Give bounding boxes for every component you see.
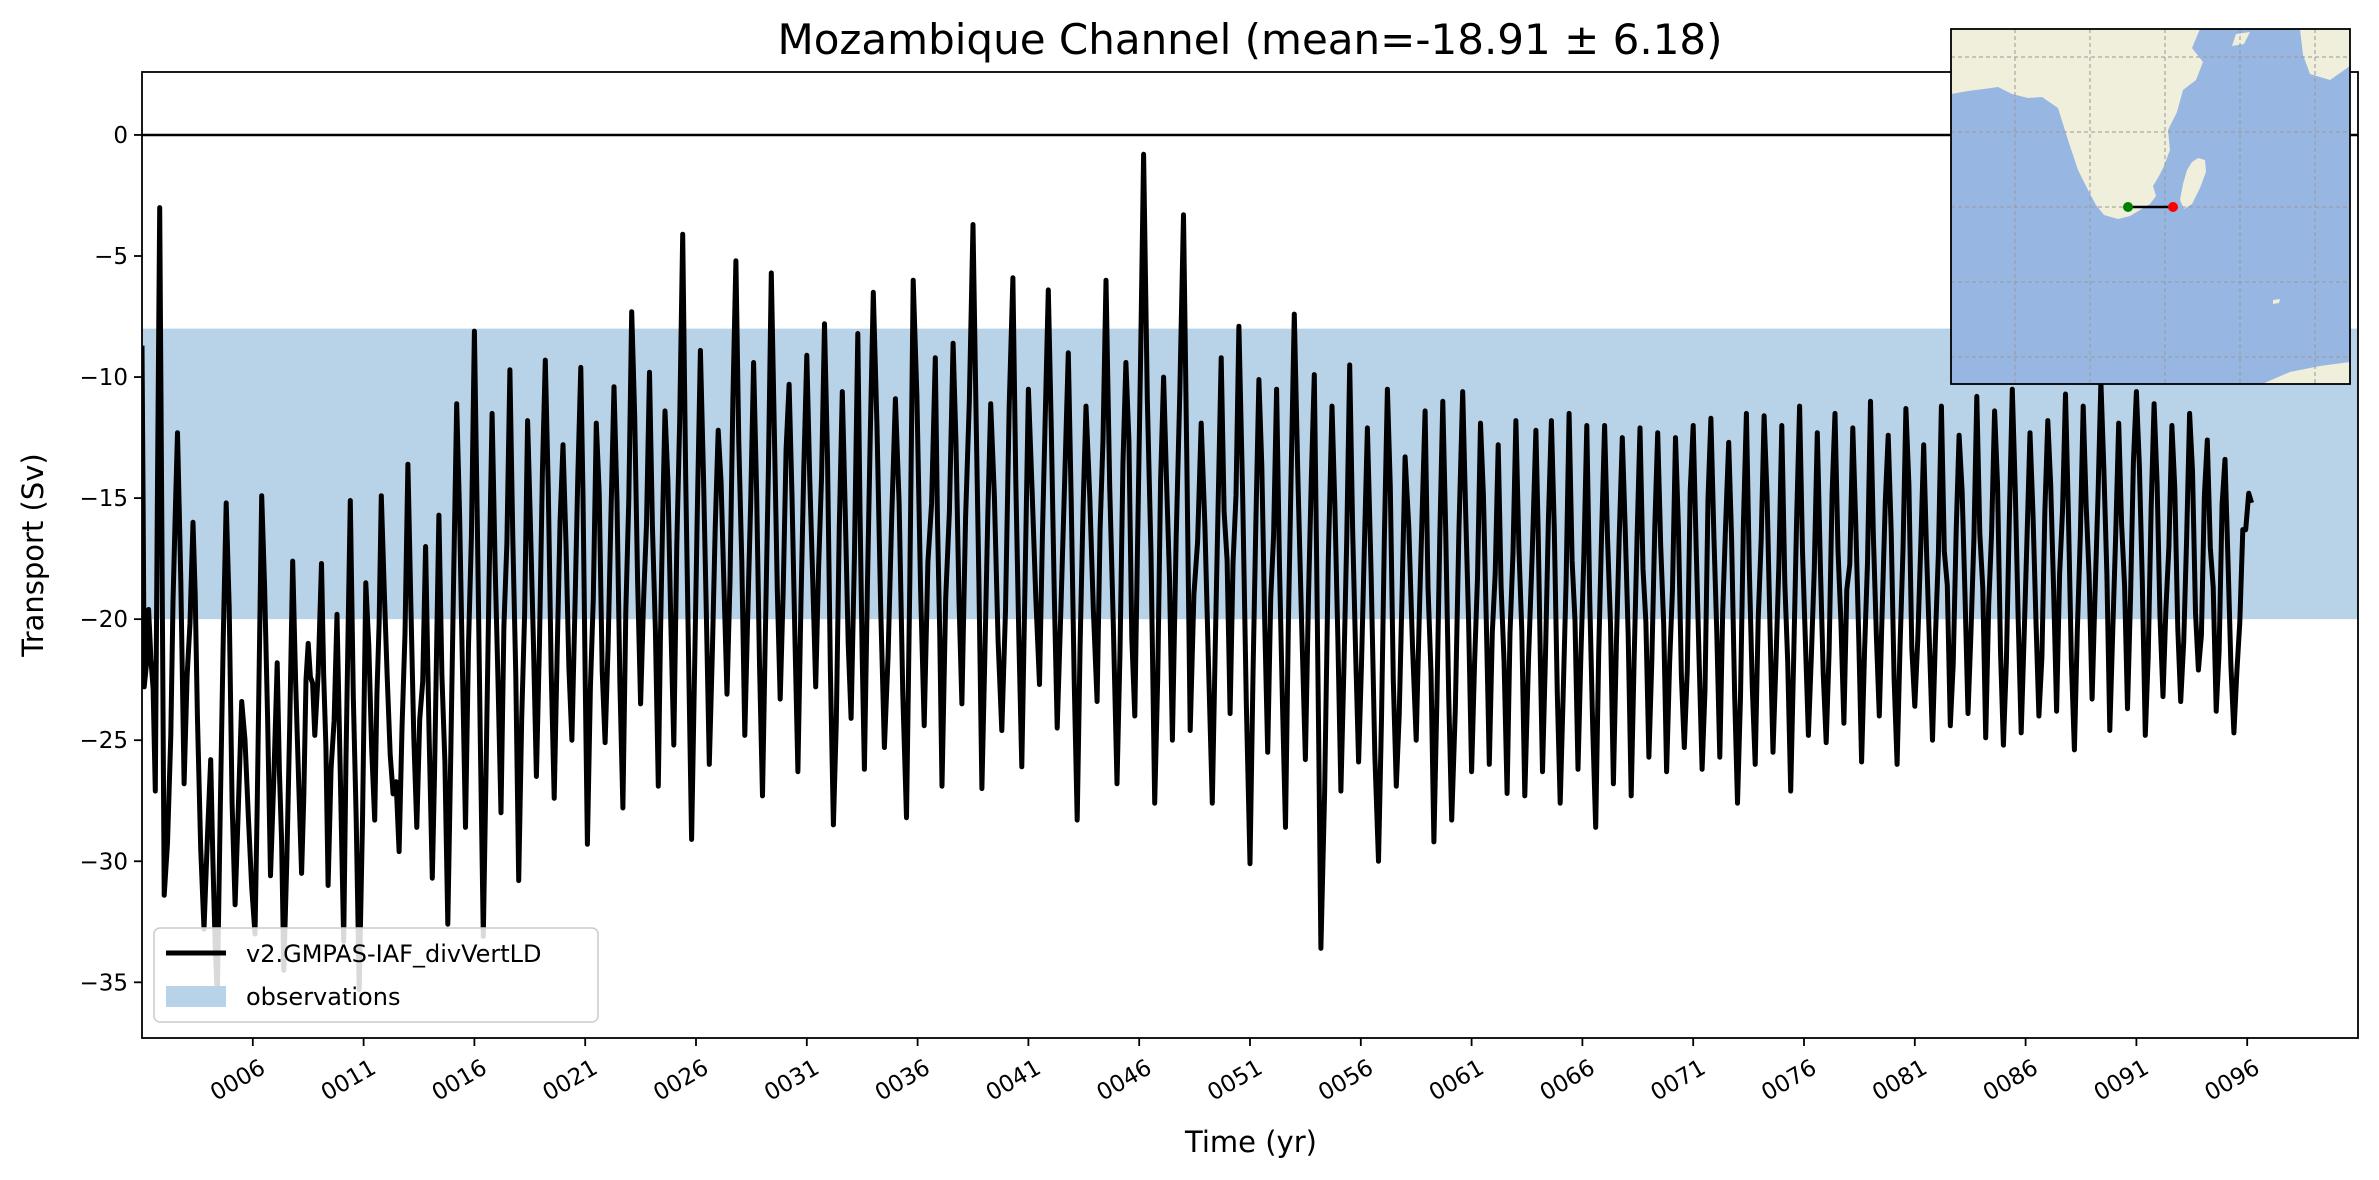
x-tick-label: 0066	[1536, 1055, 1600, 1107]
legend-band-swatch	[166, 986, 226, 1007]
y-tick-label: −35	[79, 970, 128, 996]
inset-antarctica	[2262, 362, 2350, 384]
x-tick-label: 0096	[2200, 1055, 2264, 1107]
y-tick-label: 0	[113, 123, 128, 149]
inset-africa-landmass	[1951, 29, 2203, 219]
x-tick-label: 0031	[760, 1055, 824, 1107]
inset-islet	[2273, 299, 2280, 304]
inset-island	[2232, 32, 2250, 46]
x-axis: 0006 0011 0016 0021 0026 0031 0036 0041 0046 0051…	[206, 1038, 2264, 1106]
series-line-v2-gmpas-iaf-divvertld	[142, 151, 2254, 1000]
inset-map	[1950, 28, 2351, 385]
y-tick-label: −5	[94, 244, 128, 270]
y-axis-label: Transport (Sv)	[16, 453, 50, 658]
x-tick-label: 0046	[1092, 1055, 1156, 1107]
x-tick-label: 0091	[2090, 1055, 2154, 1107]
x-tick-label: 0006	[206, 1055, 270, 1107]
legend-box	[153, 927, 599, 1023]
x-tick-label: 0051	[1203, 1055, 1267, 1107]
inset-madagascar	[2180, 158, 2206, 209]
legend: v2.GMPAS-IAF_divVertLD observations	[153, 927, 599, 1023]
y-tick-label: −10	[79, 365, 128, 391]
y-axis: 0 −5 −10 −15 −20 −25 −30 −35	[79, 123, 142, 996]
y-tick-label: −15	[79, 486, 128, 512]
x-tick-label: 0076	[1757, 1055, 1821, 1107]
x-tick-label: 0041	[982, 1055, 1046, 1107]
inset-transect-start	[2123, 202, 2133, 212]
chart-title: Mozambique Channel (mean=-18.91 ± 6.18)	[777, 15, 1722, 64]
legend-band-label: observations	[246, 983, 400, 1011]
inset-arabia	[2300, 29, 2350, 80]
x-tick-label: 0081	[1868, 1055, 1932, 1107]
x-tick-label: 0086	[1979, 1055, 2043, 1107]
x-tick-label: 0061	[1425, 1055, 1489, 1107]
x-tick-label: 0016	[428, 1055, 492, 1107]
x-axis-label: Time (yr)	[1184, 1125, 1317, 1159]
inset-frame	[1950, 28, 2351, 385]
inset-transect-end	[2168, 202, 2178, 212]
x-tick-label: 0056	[1314, 1055, 1378, 1107]
x-tick-label: 0021	[538, 1055, 602, 1107]
x-tick-label: 0011	[317, 1055, 381, 1107]
y-tick-label: −25	[79, 728, 128, 754]
x-tick-label: 0036	[871, 1055, 935, 1107]
y-tick-label: −20	[79, 607, 128, 633]
y-tick-label: −30	[79, 849, 128, 875]
x-tick-label: 0026	[649, 1055, 713, 1107]
x-tick-label: 0071	[1646, 1055, 1710, 1107]
legend-series-label: v2.GMPAS-IAF_divVertLD	[246, 940, 542, 968]
